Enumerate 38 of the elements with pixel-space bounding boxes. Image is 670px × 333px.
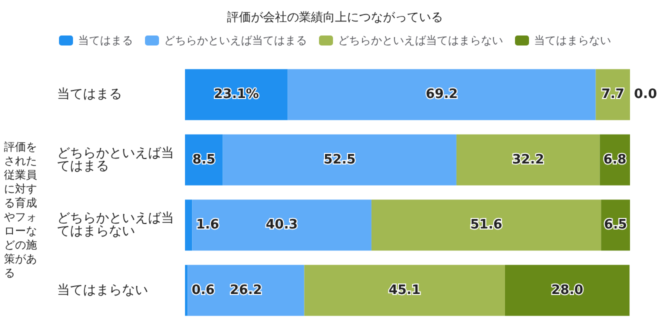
bar	[188, 264, 304, 316]
data-label: 51.6	[470, 218, 502, 233]
bar	[371, 200, 602, 251]
bar	[288, 69, 596, 120]
data-label: 1.6	[196, 218, 220, 233]
legend-label: 当てはまらない	[534, 34, 611, 47]
bar	[456, 134, 600, 186]
text: 評価をされた従業員に対する育成やフォローなどの施策がある	[4, 140, 37, 280]
data-label: 32.2	[512, 152, 544, 168]
data-label: 28.0	[551, 282, 584, 298]
bar	[222, 134, 456, 186]
y-tick-label: 当てはまる	[57, 87, 122, 102]
data-label: 7.7	[601, 87, 624, 102]
bar	[596, 69, 630, 120]
data-label: 40.3	[266, 218, 298, 233]
y-tick-label: 当てはまらない	[57, 282, 148, 298]
data-label: 23.1%	[214, 87, 259, 102]
bar	[192, 200, 372, 251]
bar	[185, 69, 288, 120]
data-label: 26.2	[230, 282, 262, 298]
data-label: 8.5	[192, 152, 216, 168]
bar	[185, 264, 188, 316]
data-label: 6.5	[604, 218, 628, 233]
data-label: 45.1	[388, 282, 421, 298]
legend-label: 当てはまる	[78, 34, 133, 47]
bar	[504, 264, 630, 316]
data-label: 69.2	[426, 87, 458, 102]
data-label: 6.8	[603, 152, 626, 168]
bar	[185, 200, 192, 251]
y-tick-label: どちらかといえば当てはまる	[57, 146, 174, 174]
data-label: 0.6	[192, 282, 215, 298]
legend-label: どちらかといえば当てはまらない	[338, 34, 503, 47]
y-tick-label: どちらかといえば当てはまらない	[57, 211, 174, 240]
data-label: 0.0	[634, 87, 658, 102]
legend-label: どちらかといえば当てはまる	[164, 34, 307, 47]
bar	[304, 264, 505, 316]
data-label: 52.5	[324, 152, 356, 168]
chart-title: 評価が会社の業績向上につながっている	[227, 10, 443, 24]
